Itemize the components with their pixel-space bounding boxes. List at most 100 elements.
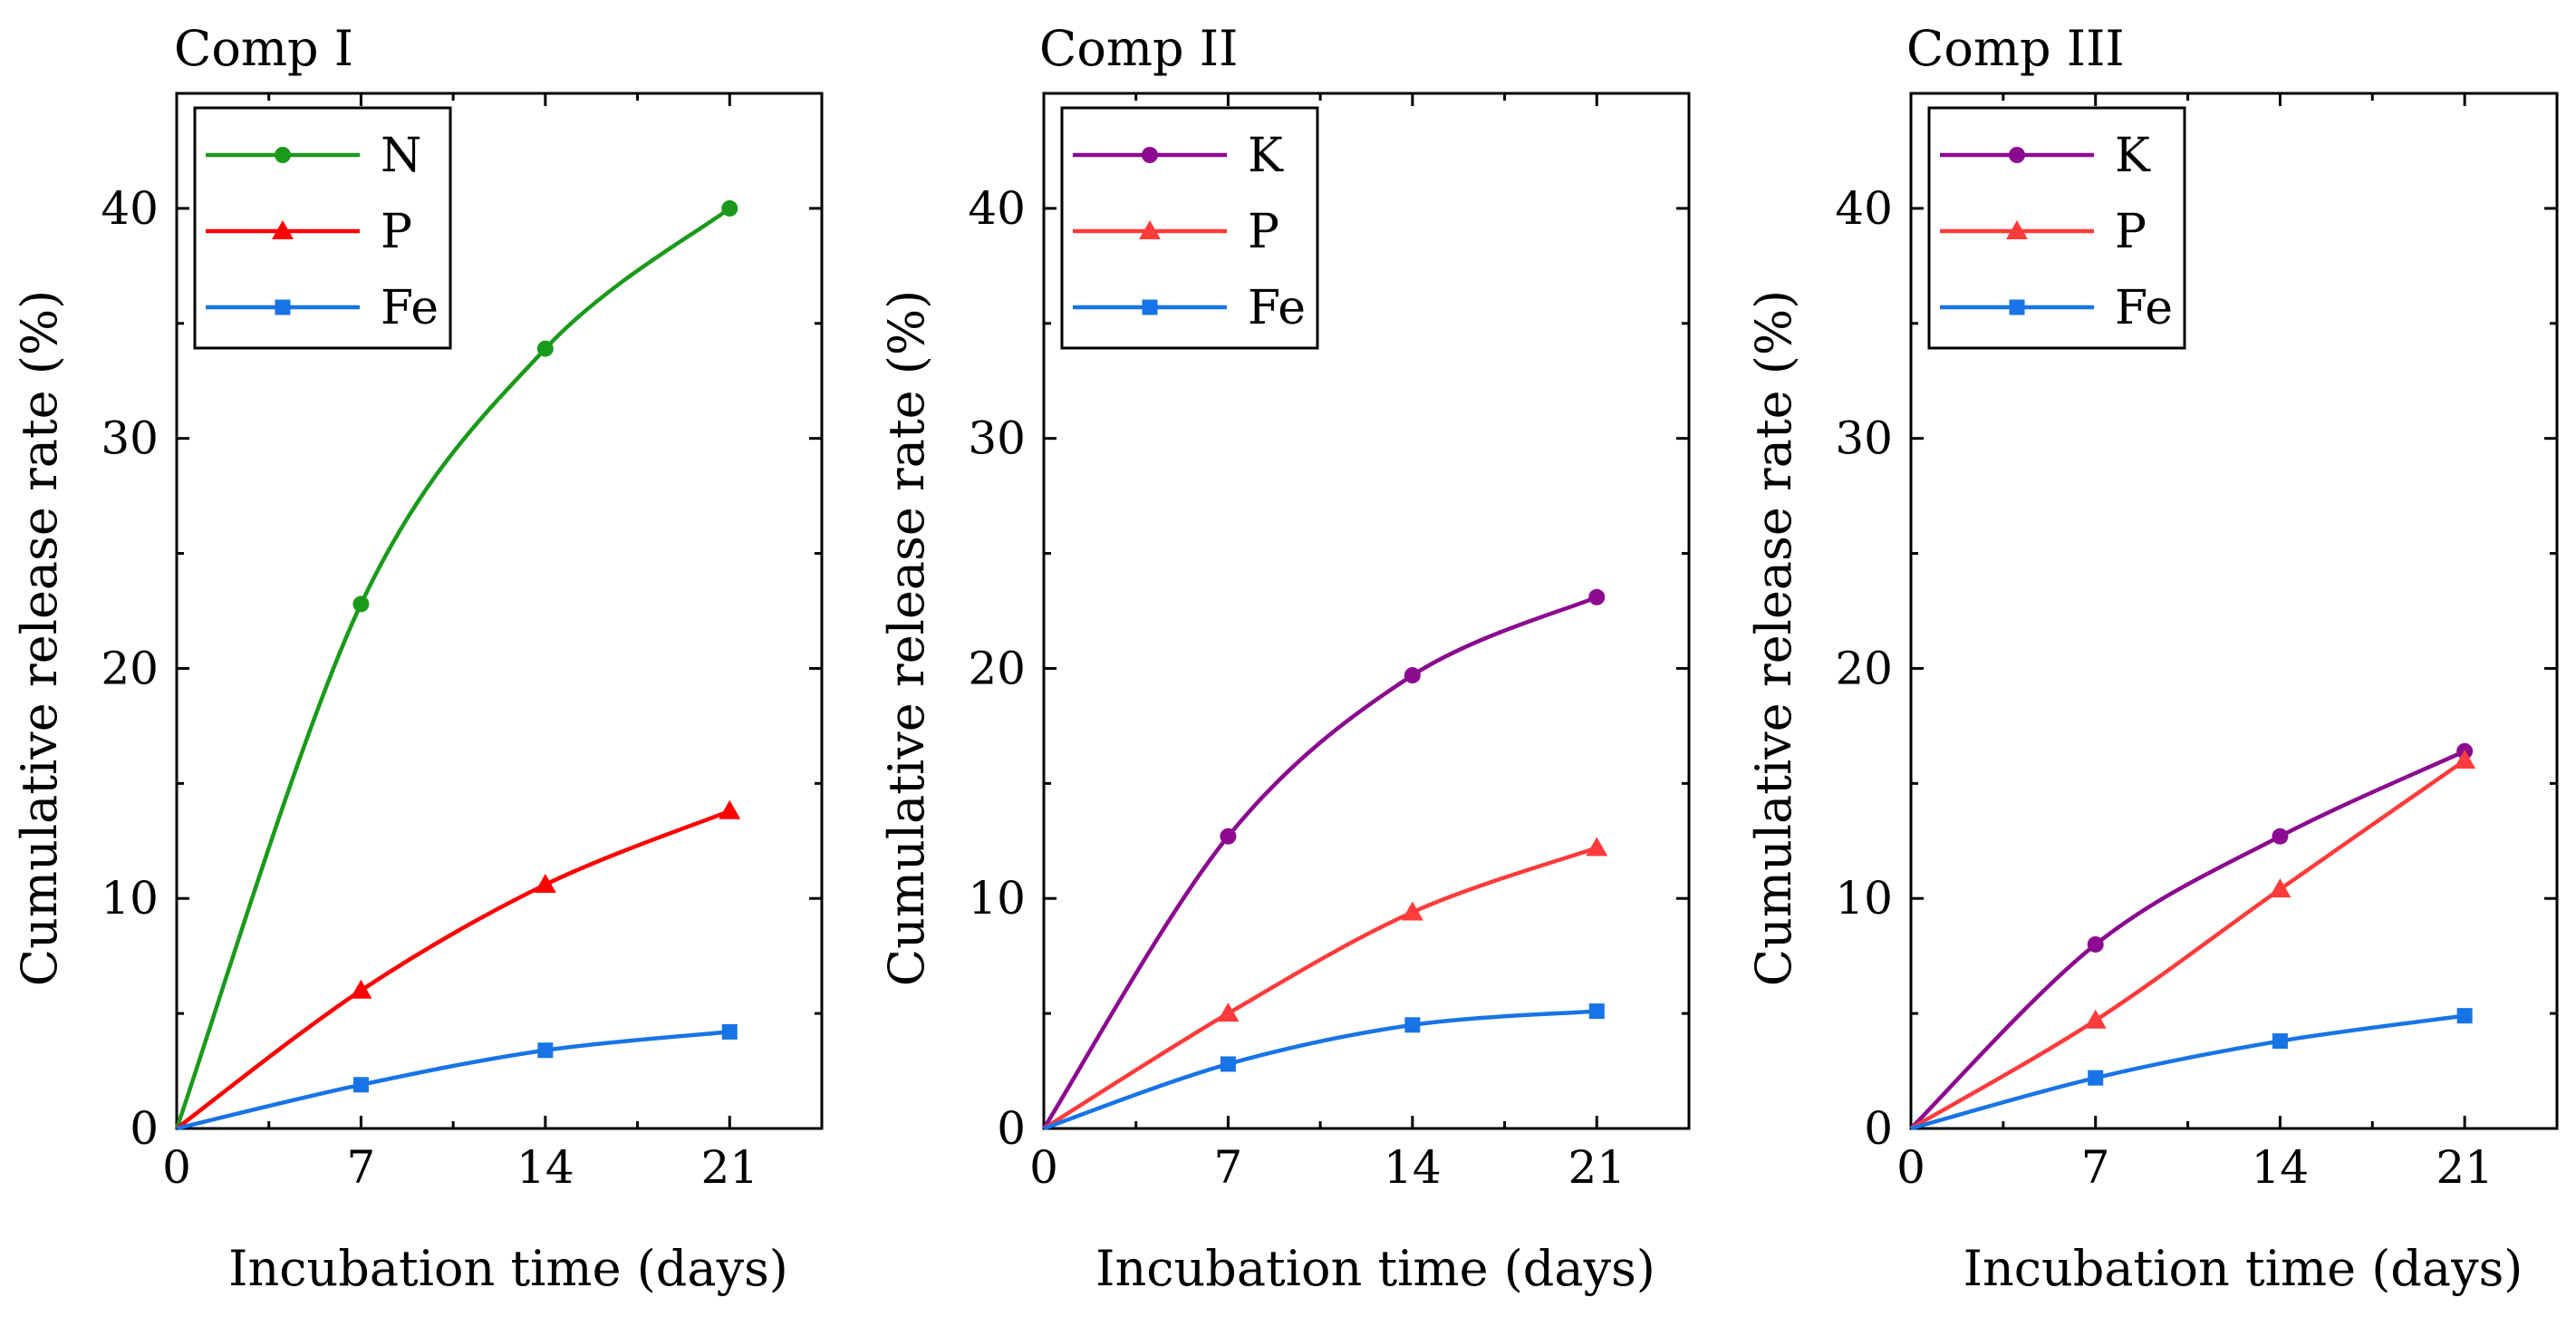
legend-label: N <box>381 129 422 183</box>
series-k <box>1909 742 2474 1130</box>
series-line <box>1042 595 1598 1130</box>
plot-frame <box>1909 92 2559 1130</box>
legend-marker <box>1142 299 1158 315</box>
chart-title: Comp III <box>1906 20 2125 77</box>
x-tick-label: 7 <box>1214 1141 1243 1194</box>
y-tick-label: 0 <box>1864 1102 1893 1155</box>
data-point <box>1401 901 1423 921</box>
legend-item-k: K <box>1073 129 1284 183</box>
data-point <box>1588 588 1606 605</box>
legend-label: P <box>2115 205 2147 259</box>
x-tick-label: 14 <box>2252 1141 2310 1194</box>
x-tick-label: 21 <box>700 1141 758 1194</box>
data-point <box>2084 1009 2107 1029</box>
data-point <box>352 596 370 613</box>
legend-marker <box>272 220 294 239</box>
series-p <box>1909 749 2476 1130</box>
x-tick-label: 7 <box>347 1141 376 1194</box>
data-point <box>2272 828 2289 845</box>
y-tick-label: 20 <box>101 642 159 694</box>
plot-frame <box>1042 92 1691 1130</box>
legend-marker <box>2006 220 2028 239</box>
legend-label: K <box>1248 129 1284 183</box>
chart-panel-2: Comp II 0 7 14 21 0 10 20 30 40 Incubation time (d… <box>878 20 1691 1297</box>
legend-item-n: N <box>206 129 422 183</box>
x-tick-label: 14 <box>516 1141 574 1194</box>
x-axis-label: Incubation time (days) <box>228 1240 788 1297</box>
y-tick-label: 40 <box>968 182 1026 235</box>
legend-item-p: P <box>206 205 412 259</box>
y-axis-label: Cumulative release rate (%) <box>878 290 935 986</box>
series-line <box>1910 1013 2465 1131</box>
data-point <box>2272 1033 2288 1050</box>
data-point <box>721 199 738 217</box>
series-line <box>1043 1009 1597 1131</box>
data-point <box>2456 1008 2473 1024</box>
x-tick-label: 0 <box>1029 1141 1058 1194</box>
series-line <box>1042 846 1598 1130</box>
series-fe <box>1043 1003 1605 1131</box>
series-line <box>175 809 731 1130</box>
legend-label: P <box>1248 205 1279 259</box>
y-tick-label: 30 <box>1835 412 1893 465</box>
y-tick-label: 10 <box>1835 872 1893 925</box>
data-point <box>1586 837 1608 857</box>
x-tick-label: 21 <box>2436 1141 2494 1194</box>
y-tick-label: 20 <box>1835 642 1893 694</box>
data-point <box>719 799 741 819</box>
x-tick-label: 14 <box>1384 1141 1442 1194</box>
x-axis-label: Incubation time (days) <box>1095 1240 1655 1297</box>
y-axis-label: Cumulative release rate (%) <box>11 290 68 986</box>
plot-frame <box>175 92 824 1130</box>
data-point <box>2269 878 2291 898</box>
y-tick-label: 0 <box>997 1102 1026 1155</box>
legend-label: Fe <box>1248 281 1306 335</box>
series-line <box>1909 759 2466 1130</box>
series-line <box>176 1030 730 1131</box>
data-point <box>2087 935 2104 953</box>
legend: NP Fe <box>193 106 452 350</box>
legend-marker <box>2009 147 2025 163</box>
chart-panel-1: Comp I 0 7 14 21 0 10 20 30 40 Incubation time (da… <box>11 20 824 1297</box>
legend-marker <box>275 299 291 315</box>
data-point <box>1404 1017 1421 1033</box>
series-k <box>1042 588 1606 1130</box>
y-tick-label: 40 <box>101 182 159 235</box>
chart-title: Comp II <box>1039 20 1238 77</box>
y-tick-label: 10 <box>968 872 1026 925</box>
data-point <box>1404 667 1421 684</box>
legend-marker <box>275 147 291 163</box>
data-point <box>534 873 556 893</box>
legend-label: P <box>381 205 412 259</box>
x-tick-label: 0 <box>162 1141 191 1194</box>
data-point <box>1220 1056 1236 1072</box>
legend-marker <box>1139 220 1161 239</box>
data-point <box>537 1042 554 1059</box>
series-p <box>1042 837 1608 1130</box>
data-point <box>721 1023 738 1040</box>
legend: KP Fe <box>1060 106 1319 350</box>
data-point <box>2454 749 2476 769</box>
series-fe <box>176 1023 738 1131</box>
y-tick-label: 0 <box>130 1102 159 1155</box>
y-tick-label: 40 <box>1835 182 1893 235</box>
series-fe <box>1910 1008 2473 1131</box>
chart-panel-3: Comp III 0 7 14 21 0 10 20 30 40 Incubation time (… <box>1745 20 2559 1297</box>
data-point <box>350 979 372 999</box>
legend-marker <box>1142 147 1158 163</box>
data-point <box>352 1077 369 1093</box>
y-axis-label: Cumulative release rate (%) <box>1745 290 1802 986</box>
legend-item-fe: Fe <box>1073 281 1306 335</box>
legend-item-fe: Fe <box>206 281 439 335</box>
y-tick-label: 30 <box>968 412 1026 465</box>
series-p <box>175 799 741 1130</box>
legend-item-p: P <box>1940 205 2147 259</box>
x-axis-label: Incubation time (days) <box>1963 1240 2523 1297</box>
y-tick-label: 20 <box>968 642 1026 694</box>
legend-label: Fe <box>2115 281 2173 335</box>
legend: KP Fe <box>1927 106 2186 350</box>
legend-marker <box>2009 299 2025 315</box>
series-line <box>174 207 731 1129</box>
series-line <box>1909 749 2466 1130</box>
